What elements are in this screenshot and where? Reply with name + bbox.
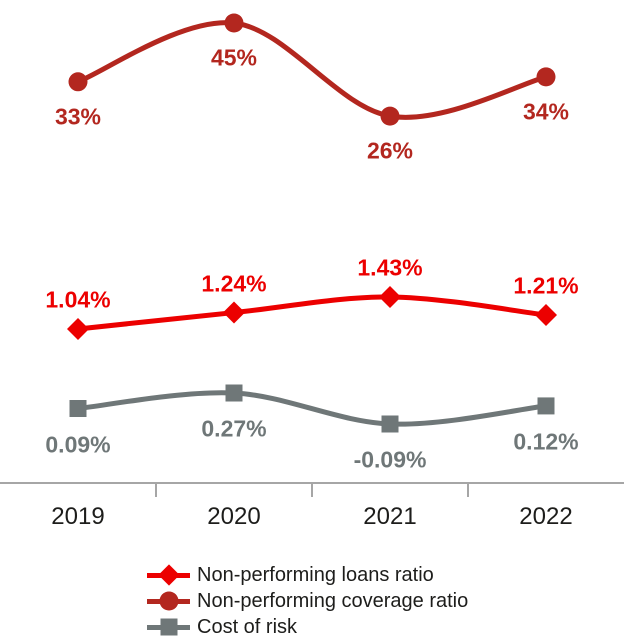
legend-diamond-glyph [157, 564, 180, 586]
legend-square-glyph [160, 618, 177, 636]
legend-square-icon [147, 615, 190, 639]
data-label-cost-of-risk: 0.09% [45, 431, 111, 457]
legend-item-cost-of-risk: Cost of risk [147, 614, 468, 640]
legend-label: Non-performing coverage ratio [197, 590, 469, 612]
data-label-non-performing-coverage-ratio: 45% [210, 44, 258, 71]
diamond-marker-non-performing-loans-ratio [379, 285, 401, 308]
data-label-cost-of-risk: -0.09% [353, 446, 427, 473]
x-axis-label-2022: 2022 [519, 503, 573, 530]
diamond-marker-non-performing-loans-ratio [67, 317, 89, 340]
x-axis-label-2020: 2020 [207, 503, 261, 530]
data-label-non-performing-loans-ratio: 1.04% [45, 286, 111, 313]
circle-marker-non-performing-coverage-ratio [224, 13, 244, 33]
legend-label: Cost of risk [197, 616, 298, 638]
square-marker-cost-of-risk [69, 400, 87, 418]
diamond-marker-non-performing-loans-ratio [223, 301, 245, 324]
data-label-cost-of-risk: 0.27% [201, 415, 267, 442]
data-label-non-performing-coverage-ratio: 34% [522, 98, 570, 125]
data-label-non-performing-loans-ratio: 1.24% [201, 270, 267, 297]
data-label-non-performing-coverage-ratio: 33% [54, 103, 102, 130]
x-axis-label-2019: 2019 [51, 503, 105, 530]
circle-marker-non-performing-coverage-ratio [536, 67, 556, 87]
diamond-marker-non-performing-loans-ratio [535, 304, 557, 327]
circle-marker-non-performing-coverage-ratio [380, 106, 400, 126]
data-label-non-performing-loans-ratio: 1.43% [357, 254, 423, 281]
data-label-non-performing-coverage-ratio: 26% [366, 137, 414, 164]
legend-diamond-icon [147, 563, 190, 587]
circle-marker-non-performing-coverage-ratio [68, 72, 88, 92]
square-marker-cost-of-risk [381, 415, 399, 433]
data-label-cost-of-risk: 0.12% [513, 428, 579, 455]
legend-circle-icon [147, 589, 190, 613]
chart-canvas [0, 13, 624, 497]
square-marker-cost-of-risk [537, 397, 555, 415]
legend-circle-glyph [159, 591, 178, 611]
legend: Non-performing loans ratio Non-performing… [147, 562, 468, 640]
legend-item-non-performing-loans-ratio: Non-performing loans ratio [147, 562, 468, 588]
legend-item-non-performing-coverage-ratio: Non-performing coverage ratio [147, 588, 468, 614]
line-cost-of-risk [75, 390, 549, 427]
line-non-performing-loans-ratio [75, 294, 549, 332]
x-axis-label-2021: 2021 [363, 503, 417, 530]
legend-label: Non-performing loans ratio [197, 564, 434, 586]
data-label-non-performing-loans-ratio: 1.21% [513, 272, 579, 299]
line-non-performing-coverage-ratio [75, 20, 549, 120]
square-marker-cost-of-risk [225, 384, 243, 402]
